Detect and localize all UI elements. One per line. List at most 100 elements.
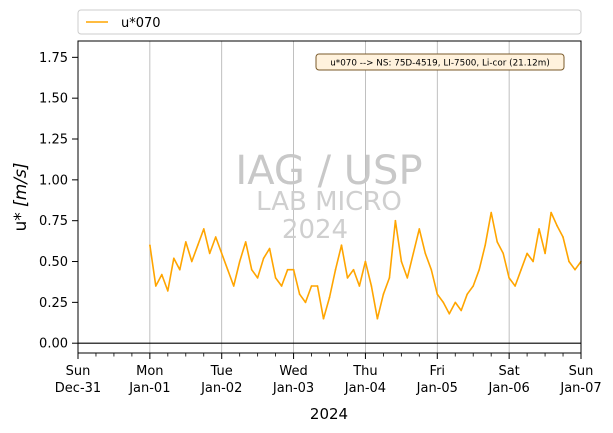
plot-area [78,41,581,353]
watermark: IAG / USP LAB MICRO 2024 [235,148,422,245]
data-point [370,285,373,287]
x-tick-day: Tue [210,364,233,379]
data-point [502,252,505,255]
data-point [149,244,151,246]
data-point [274,277,277,279]
data-point [496,241,499,243]
data-point [197,244,199,246]
data-point [155,285,157,287]
data-point [203,228,205,230]
y-tick-label: 1.00 [39,173,68,188]
data-point [304,301,307,304]
annotation-text: u*070 --> NS: 75D-4519, LI-7500, Li-cor … [330,59,550,69]
y-axis-label-prefix: u* [11,207,31,232]
x-tick-day: Fri [430,364,446,379]
x-axis: Sun Dec-31 Mon Jan-01 Tue Jan-02 Wed Jan-03 Thu J… [55,353,602,396]
data-point [556,224,558,227]
data-point [256,277,259,279]
data-point [364,260,367,263]
x-tick-date: Jan-06 [488,381,530,396]
data-point [406,277,409,279]
data-point [532,260,534,263]
data-point [173,257,175,260]
data-point [280,285,283,287]
data-point [454,301,457,304]
data-point [382,293,385,296]
legend: u*070 [77,9,582,35]
x-tick-day: Mon [136,364,163,379]
x-tick-date: Dec-31 [55,381,101,396]
data-point [214,236,217,238]
data-point [394,219,397,222]
data-point [268,247,271,250]
y-tick-label: 1.50 [39,92,68,107]
data-point [412,252,415,255]
data-point [352,268,355,271]
x-tick-day: Sat [498,364,519,379]
data-point [262,257,265,260]
data-point [292,268,295,271]
y-tick-label: 0.25 [39,296,68,311]
data-point [328,296,331,299]
x-tick-day: Thu [352,364,377,379]
data-point [244,241,247,243]
data-point [179,268,181,271]
y-tick-label: 0.75 [39,214,68,229]
data-point [430,268,433,271]
watermark-line-2: LAB MICRO [256,187,402,217]
data-point [544,252,546,255]
data-point [448,313,451,315]
data-point [562,236,564,238]
data-point [334,268,337,271]
data-point [442,301,445,304]
data-point [478,268,481,271]
watermark-line-3: 2024 [282,215,348,245]
x-tick-date: Jan-01 [128,381,170,396]
y-tick-label: 1.25 [39,133,68,148]
annotation: u*070 --> NS: 75D-4519, LI-7500, Li-cor … [315,53,565,71]
annotation-box [315,53,565,71]
data-point [238,260,241,263]
x-tick-day: Sun [569,364,594,379]
data-point [400,260,403,263]
data-point [472,285,475,287]
legend-box [77,9,582,35]
data-point [568,260,570,263]
data-point [316,285,319,287]
data-point [191,260,193,263]
y-tick-label: 0.00 [39,337,68,352]
data-point [490,211,493,214]
data-point [388,277,391,279]
x-axis-label: 2024 [310,405,348,423]
data-point [322,317,325,320]
data-point [220,252,223,255]
data-point [358,285,361,287]
legend-entry-label: u*070 [121,16,161,31]
data-point [526,252,528,255]
x-tick-day: Wed [279,364,307,379]
data-point [376,317,379,320]
x-tick-date: Jan-07 [559,381,601,396]
y-axis-label: u* [m/s] [11,162,31,231]
data-point [550,211,552,214]
y-axis: 0.00 0.25 0.50 0.75 1.00 1.25 1.50 1.75 [39,51,78,352]
data-point [250,268,253,271]
data-point [436,293,439,296]
data-point [232,285,235,287]
data-point [508,277,510,279]
data-point [226,268,229,271]
data-point [514,285,516,287]
series-points [149,211,582,320]
data-point [286,268,289,271]
data-point [466,293,469,296]
data-point [538,228,540,230]
y-tick-label: 1.75 [39,51,68,66]
y-axis-label-unit: [m/s] [11,162,31,206]
data-point [185,241,187,243]
data-point [460,309,463,312]
x-tick-day: Sun [66,364,91,379]
data-point [208,252,211,255]
data-point [574,268,576,271]
x-tick-date: Jan-04 [344,381,386,396]
data-point [167,290,169,292]
